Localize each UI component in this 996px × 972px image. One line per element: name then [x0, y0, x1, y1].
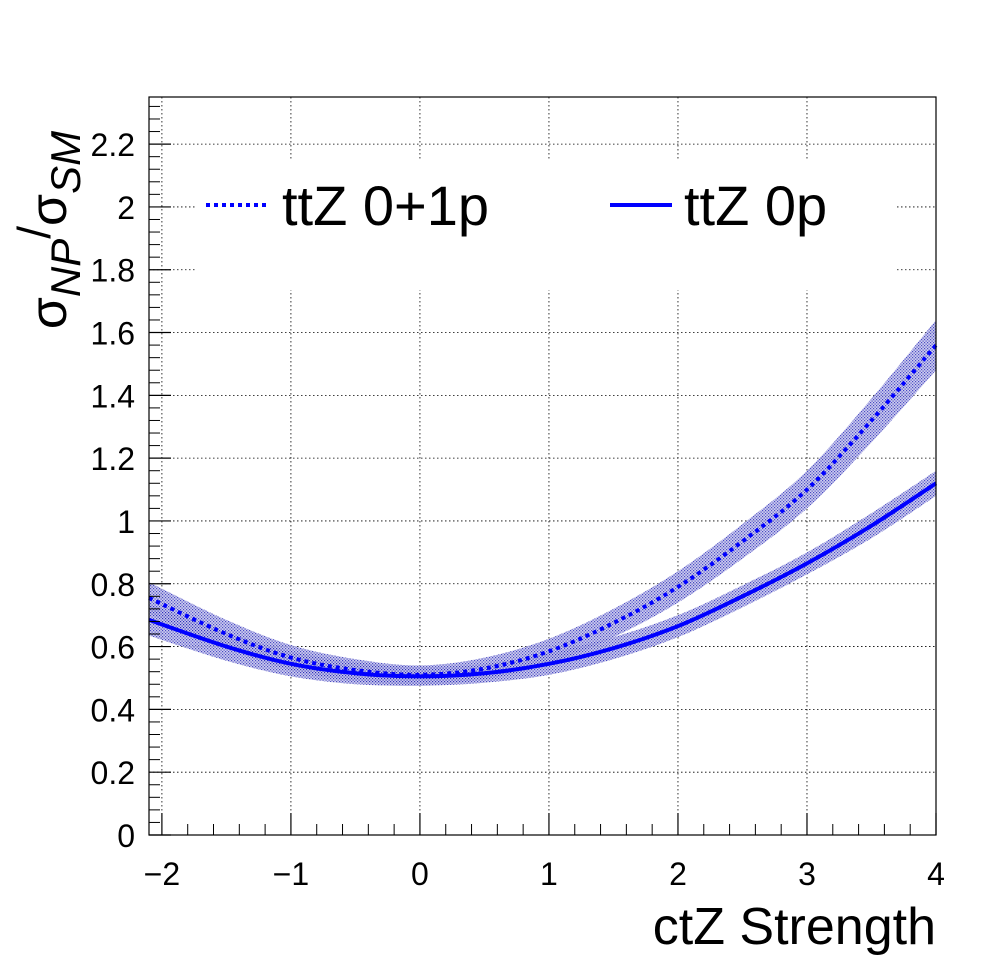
tick-marks — [149, 105, 937, 836]
y-tick-label-0: 0 — [117, 818, 135, 854]
x-tick-label-4: 2 — [669, 856, 687, 892]
y-title-sm-subscript: SM — [42, 131, 89, 194]
grid-layer — [149, 97, 936, 835]
y-tick-label-3: 0.6 — [91, 630, 135, 666]
tick-labels: −2 −1 0 1 2 3 4 0 0.2 0.4 0.6 0.8 1 1.2 1.4 1.6 1.8 2 2.2 — [91, 127, 945, 892]
y-title-np-subscript: NP — [42, 239, 89, 297]
x-tick-label-5: 3 — [798, 856, 816, 892]
y-tick-label-10: 2 — [117, 190, 135, 226]
legend: ttZ 0+1p ttZ 0p — [206, 174, 827, 237]
x-tick-label-2: 0 — [411, 856, 429, 892]
y-tick-label-11: 2.2 — [91, 127, 135, 163]
plot-frame — [148, 96, 937, 836]
legend-label-0: ttZ 0+1p — [282, 174, 489, 237]
legend-label-1: ttZ 0p — [684, 174, 827, 237]
x-axis-title: ctZ Strength — [653, 898, 936, 956]
y-tick-label-6: 1.2 — [91, 441, 135, 477]
x-tick-label-0: −2 — [144, 856, 180, 892]
y-title-slash: / — [8, 226, 60, 239]
x-tick-label-1: −1 — [273, 856, 309, 892]
x-tick-label-6: 4 — [927, 856, 945, 892]
y-tick-label-8: 1.6 — [91, 316, 135, 352]
y-title-sigma-sm: σ — [20, 194, 78, 226]
y-tick-label-4: 0.8 — [91, 567, 135, 603]
legend-background — [196, 160, 896, 290]
y-tick-label-1: 0.2 — [91, 755, 135, 791]
y-title-sigma-np: σ — [20, 297, 78, 329]
y-tick-label-9: 1.8 — [91, 253, 135, 289]
y-tick-label-7: 1.4 — [91, 378, 135, 414]
y-tick-label-2: 0.4 — [91, 692, 135, 728]
x-tick-label-3: 1 — [540, 856, 558, 892]
y-axis-title: σNP/σSM — [8, 131, 89, 329]
y-tick-label-5: 1 — [117, 504, 135, 540]
